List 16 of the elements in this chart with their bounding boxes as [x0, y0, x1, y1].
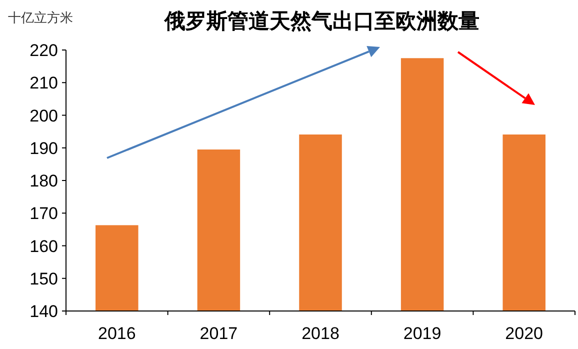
x-tick-label: 2020 — [505, 324, 544, 343]
x-tick-label: 2017 — [200, 324, 238, 343]
y-tick-label: 220 — [30, 41, 58, 60]
y-tick-label: 140 — [30, 302, 58, 321]
y-tick-label: 180 — [30, 172, 58, 190]
y-tick-label: 170 — [30, 204, 58, 224]
x-tick-label: 2019 — [403, 324, 442, 343]
y-tick-label: 210 — [30, 74, 58, 93]
x-tick-label: 2016 — [98, 324, 136, 343]
y-tick-label: 150 — [30, 269, 58, 288]
x-tick-label: 2018 — [302, 324, 340, 343]
chart-title: 俄罗斯管道天然气出口至欧洲数量 — [164, 10, 480, 33]
y-tick-label: 160 — [30, 236, 58, 256]
y-tick-label: 200 — [30, 106, 58, 126]
y-tick-label: 190 — [30, 138, 58, 158]
y-axis-title: 十亿立方米 — [8, 10, 73, 25]
